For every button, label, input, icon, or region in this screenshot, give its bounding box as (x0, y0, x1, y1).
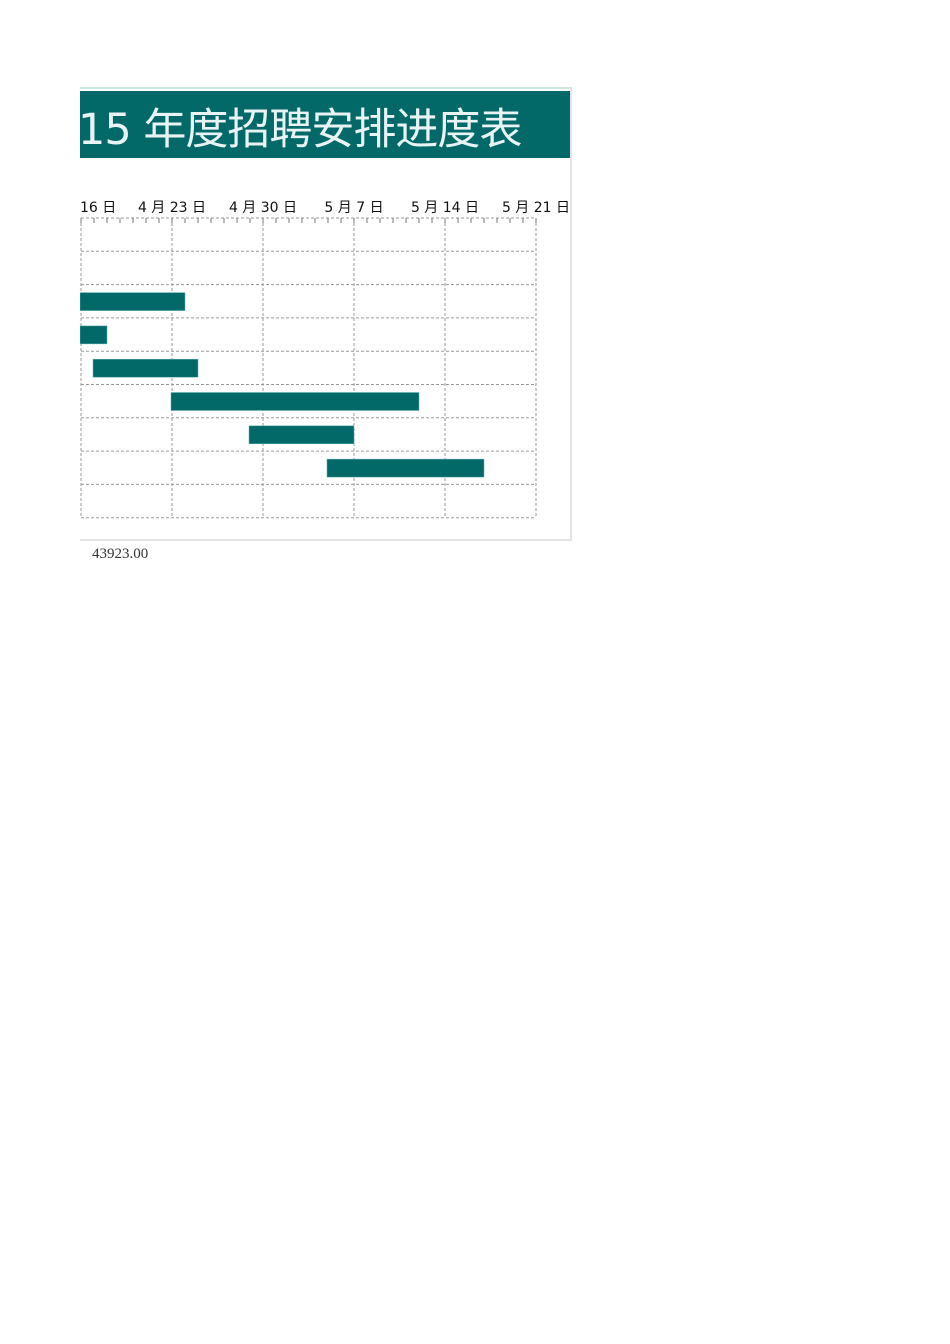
chart-title: 15 年度招聘安排进度表 (80, 105, 522, 155)
x-tick-label: 5 月 7 日 (324, 200, 383, 216)
x-tick-label: 5 月 14 日 (411, 200, 479, 216)
gantt-chart: 16 日 4 月 23 日 4 月 30 日 5 月 7 日 5 月 14 日 5 月 2… (80, 200, 570, 519)
gantt-task-bar (248, 425, 355, 445)
x-tick-label: 4 月 30 日 (229, 200, 297, 216)
gantt-task-bar (170, 392, 420, 411)
gantt-chart-frame: 15 年度招聘安排进度表 16 日 4 月 23 日 4 月 30 日 5 月 7 日… (80, 87, 572, 541)
gantt-task-bar (326, 458, 485, 478)
x-tick-label: 16 日 (80, 200, 116, 216)
gantt-task-bar (80, 325, 108, 345)
gantt-task-bar (80, 292, 186, 311)
x-tick-label: 4 月 23 日 (138, 200, 206, 216)
gantt-task-bar (92, 358, 199, 378)
title-banner: 15 年度招聘安排进度表 (80, 91, 570, 158)
cell-value: 43923.00 (92, 546, 149, 562)
x-tick-label: 5 月 21 日 (502, 200, 570, 216)
